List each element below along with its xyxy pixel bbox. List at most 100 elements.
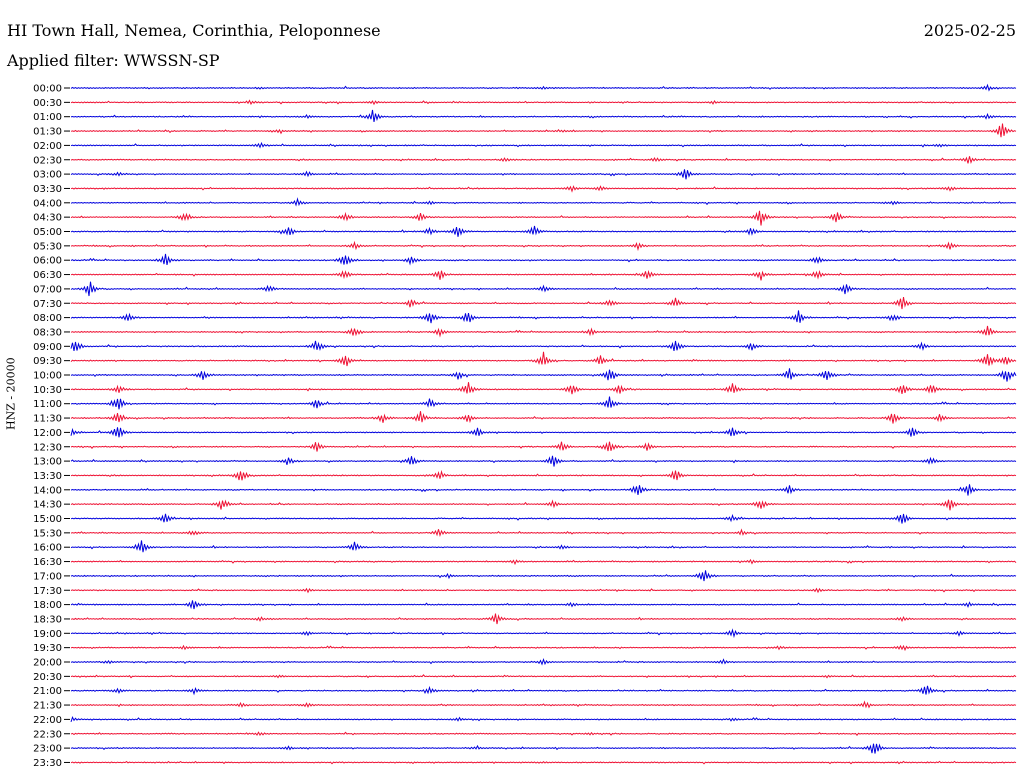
trace-line: [70, 455, 1017, 467]
trace-line: [70, 528, 1017, 538]
trace-line: [70, 628, 1017, 639]
row-time-label: 15:00: [33, 514, 62, 525]
row-time-label: 22:30: [33, 729, 62, 740]
trace-line: [70, 685, 1017, 696]
trace-line: [70, 281, 1017, 297]
row-time-label: 02:30: [33, 155, 62, 166]
trace-line: [70, 644, 1017, 652]
trace-line: [70, 141, 1017, 149]
row-time-label: 12:30: [33, 442, 62, 453]
trace-line: [70, 760, 1017, 765]
row-time-label: 03:30: [33, 184, 62, 195]
trace-line: [70, 253, 1017, 266]
trace-line: [70, 570, 1017, 582]
row-time-label: 15:30: [33, 528, 62, 539]
trace-line: [70, 600, 1017, 610]
trace-line: [70, 197, 1017, 207]
trace-line: [70, 715, 1017, 723]
row-time-label: 09:00: [33, 342, 62, 353]
trace-line: [70, 427, 1017, 438]
trace-line: [70, 325, 1017, 338]
trace-line: [70, 411, 1017, 424]
row-time-label: 16:30: [33, 557, 62, 568]
row-time-label: 17:30: [33, 586, 62, 597]
row-time-label: 14:30: [33, 500, 62, 511]
filter-label: Applied filter: WWSSN-SP: [7, 51, 220, 70]
row-time-label: 01:30: [33, 127, 62, 138]
row-time-label: 13:00: [33, 457, 62, 468]
row-time-label: 04:00: [33, 198, 62, 209]
trace-line: [70, 499, 1017, 511]
row-time-label: 23:00: [33, 744, 62, 755]
row-time-label: 05:30: [33, 241, 62, 252]
row-time-label: 17:00: [33, 571, 62, 582]
row-time-label: 16:00: [33, 543, 62, 554]
trace-line: [70, 540, 1017, 553]
trace-line: [70, 587, 1017, 594]
trace-line: [70, 613, 1017, 625]
row-time-label: 14:00: [33, 485, 62, 496]
trace-line: [70, 513, 1017, 524]
trace-line: [70, 731, 1017, 737]
row-time-label: 12:00: [33, 428, 62, 439]
row-time-label: 19:30: [33, 643, 62, 654]
row-time-label: 13:30: [33, 471, 62, 482]
row-time-label: 07:30: [33, 299, 62, 310]
trace-line: [70, 558, 1017, 566]
row-time-label: 11:30: [33, 414, 62, 425]
row-time-label: 04:30: [33, 213, 62, 224]
row-time-label: 10:00: [33, 371, 62, 382]
row-time-label: 20:00: [33, 658, 62, 669]
trace-line: [70, 351, 1017, 367]
row-time-label: 03:00: [33, 170, 62, 181]
trace-line: [70, 484, 1017, 496]
row-time-label: 07:00: [33, 284, 62, 295]
trace-line: [70, 743, 1017, 754]
trace-line: [70, 700, 1017, 709]
row-time-label: 08:00: [33, 313, 62, 324]
row-time-label: 01:00: [33, 112, 62, 123]
date-label: 2025-02-25: [923, 21, 1016, 40]
trace-line: [70, 340, 1017, 352]
row-time-label: 18:30: [33, 614, 62, 625]
row-time-label: 20:30: [33, 672, 62, 683]
row-time-label: 02:00: [33, 141, 62, 152]
row-time-label: 18:00: [33, 600, 62, 611]
row-time-label: 22:00: [33, 715, 62, 726]
trace-line: [70, 83, 1017, 92]
row-time-label: 05:00: [33, 227, 62, 238]
trace-line: [70, 99, 1017, 106]
trace-line: [70, 240, 1017, 252]
trace-line: [70, 469, 1017, 481]
row-time-label: 10:30: [33, 385, 62, 396]
trace-line: [70, 123, 1017, 138]
trace-line: [70, 396, 1017, 410]
row-time-label: 08:30: [33, 327, 62, 338]
trace-line: [70, 441, 1017, 452]
trace-line: [70, 210, 1017, 226]
trace-line: [70, 368, 1017, 382]
trace-line: [70, 185, 1017, 193]
row-time-label: 06:30: [33, 270, 62, 281]
trace-line: [70, 658, 1017, 666]
row-time-label: 21:30: [33, 701, 62, 712]
row-time-label: 11:00: [33, 399, 62, 410]
trace-line: [70, 109, 1017, 122]
trace-line: [70, 225, 1017, 237]
row-time-label: 19:00: [33, 629, 62, 640]
trace-line: [70, 169, 1017, 180]
trace-line: [70, 156, 1017, 165]
row-time-label: 00:00: [33, 84, 62, 95]
trace-line: [70, 382, 1017, 395]
row-time-label: 21:00: [33, 686, 62, 697]
trace-line: [70, 674, 1017, 679]
trace-line: [70, 269, 1017, 281]
station-title: HI Town Hall, Nemea, Corinthia, Peloponn…: [7, 21, 381, 40]
row-time-label: 00:30: [33, 98, 62, 109]
trace-line: [70, 297, 1017, 310]
row-time-label: 09:30: [33, 356, 62, 367]
trace-line: [70, 310, 1017, 324]
row-time-label: 06:00: [33, 256, 62, 267]
row-time-label: 23:30: [33, 758, 62, 769]
